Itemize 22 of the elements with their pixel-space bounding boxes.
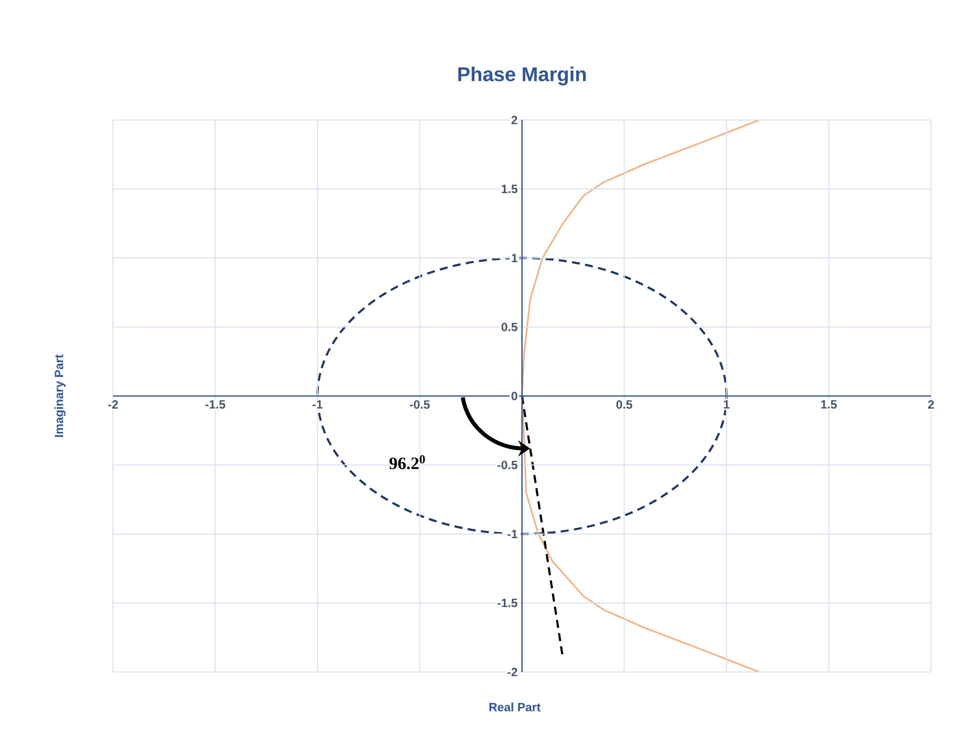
- annotation: 96.2$^{0}$: [389, 455, 425, 470]
- x-tick-label: -1: [312, 400, 322, 409]
- y-tick-label: 1.5: [502, 184, 518, 194]
- y-tick-label: -1.5: [498, 598, 518, 608]
- x-tick-label: 1: [724, 400, 730, 409]
- chart-title: Phase Margin: [458, 66, 586, 86]
- x-tick-label: 2: [928, 400, 934, 409]
- x-tick-label: 0.5: [616, 400, 632, 409]
- x-tick-label: -2: [108, 400, 118, 409]
- line-series: [521, 119, 760, 673]
- x-tick-label: -0.5: [410, 400, 430, 409]
- y-tick-label: 1: [512, 254, 518, 262]
- y-tick-label: 0: [512, 392, 518, 400]
- x-axis-title: Real Part: [489, 702, 541, 712]
- y-tick-label: -0.5: [498, 460, 518, 470]
- y-tick-label: 0.5: [502, 322, 518, 332]
- y-tick-label: 2: [511, 116, 518, 124]
- y-axis-title: Imaginary Part: [54, 354, 66, 437]
- y-tick-label: -2: [508, 668, 518, 676]
- x-tick-label: 1.5: [821, 400, 837, 409]
- y-tick-label: -1: [508, 530, 518, 538]
- x-tick-label: -1.5: [205, 400, 226, 409]
